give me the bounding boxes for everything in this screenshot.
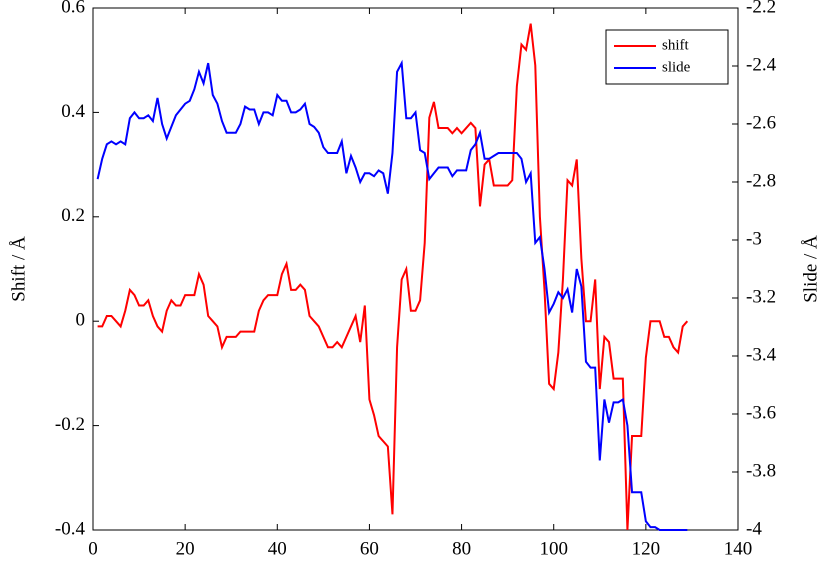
y2-tick-label: -3.4: [746, 344, 777, 365]
series-line: [97, 23, 689, 531]
y-tick-label: 0: [76, 310, 86, 331]
y-tick-label: 0.4: [61, 101, 85, 122]
y2-tick-label: -2.8: [746, 170, 776, 191]
y2-tick-label: -4: [746, 518, 762, 539]
x-tick-label: 40: [268, 538, 287, 559]
y-tick-label: -0.2: [55, 414, 85, 435]
y2-tick-label: -2.2: [746, 0, 776, 17]
y2-tick-label: -3.6: [746, 402, 776, 423]
legend-label: slide: [662, 59, 691, 75]
y2-tick-label: -3.8: [746, 460, 776, 481]
x-tick-label: 60: [360, 538, 379, 559]
y2-tick-label: -2.6: [746, 112, 776, 133]
x-tick-label: 0: [88, 538, 98, 559]
x-tick-label: 20: [176, 538, 195, 559]
plot-frame: [92, 7, 739, 531]
y-tick-label: 0.6: [61, 0, 85, 17]
legend-label: shift: [662, 37, 690, 53]
y-tick-label: 0.2: [61, 205, 85, 226]
y2-tick-label: -3.2: [746, 286, 776, 307]
x-tick-label: 80: [452, 538, 471, 559]
y2-tick-label: -3: [746, 228, 762, 249]
y2-tick-label: -2.4: [746, 54, 777, 75]
legend-box: [605, 29, 729, 85]
y2-axis-label: Slide / Å: [800, 235, 821, 303]
y-axis-label: Shift / Å: [8, 236, 29, 302]
x-tick-label: 100: [539, 538, 568, 559]
x-tick-label: 140: [724, 538, 753, 559]
x-tick-label: 120: [632, 538, 661, 559]
series-line: [96, 59, 688, 531]
y-tick-label: -0.4: [55, 518, 86, 539]
